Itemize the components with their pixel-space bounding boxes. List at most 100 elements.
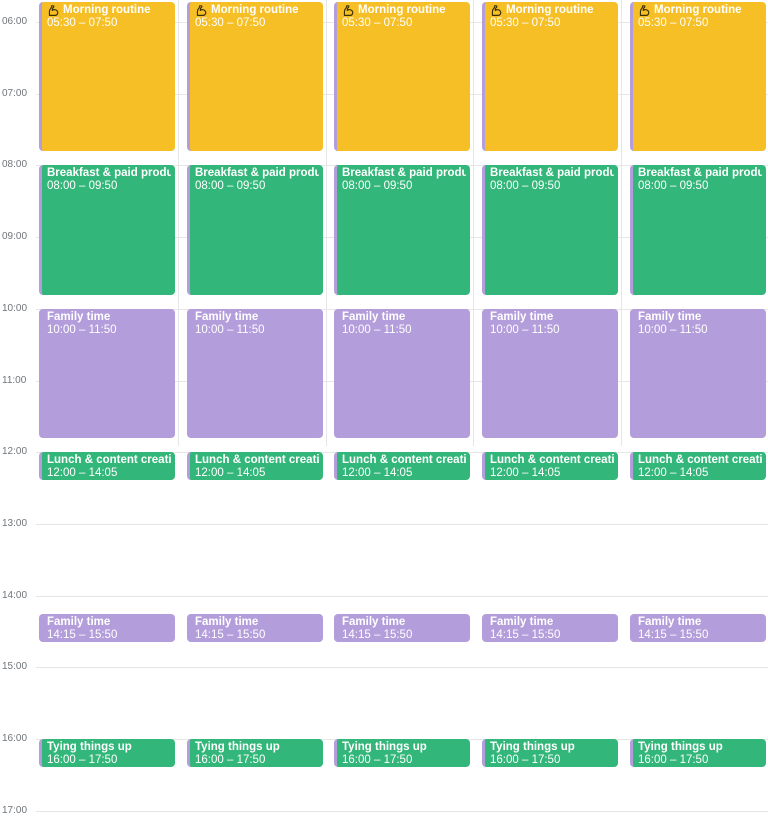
calendar-event[interactable]: Lunch & content creation12:00 – 14:05 [187,452,323,481]
event-title-text: Breakfast & paid products [638,167,762,180]
event-time-range: 05:30 – 07:50 [638,17,709,29]
event-time-range: 16:00 – 17:50 [490,754,561,766]
event-time-range: 14:15 – 15:50 [638,628,709,641]
flexed-arm-icon [343,5,354,16]
event-title: Morning routine [195,4,319,17]
event-time-range: 12:00 – 14:05 [490,467,561,480]
calendar-event[interactable]: Tying things up 16:00 – 17:50 [334,739,470,767]
day-column: Morning routine 05:30 – 07:50 Breakfast & … [630,0,766,767]
day-column: Morning routine 05:30 – 07:50 Breakfast & … [187,0,327,767]
event-title-text: Family time [342,310,406,323]
event-title-text: Breakfast & paid products [490,167,614,180]
calendar-event[interactable]: Morning routine 05:30 – 07:50 [334,2,470,152]
calendar-event[interactable]: Tying things up 16:00 – 17:50 [39,739,175,767]
hour-gridline [36,523,768,525]
hour-label: 14:00 [2,589,28,601]
event-time-range: 05:30 – 07:50 [342,17,413,29]
calendar-event[interactable]: Family time 10:00 – 11:50 [482,308,618,439]
event-title-text: Lunch & content creation [47,454,171,467]
event-title: Breakfast & paid products [638,167,762,180]
hour-label: 06:00 [2,16,28,27]
calendar-event[interactable]: Family time 14:15 – 15:50 [334,613,470,642]
calendar-event[interactable]: Morning routine 05:30 – 07:50 [187,2,323,152]
hour-gridline [36,595,768,597]
hour-label: 07:00 [2,87,28,99]
calendar-event[interactable]: Family time 10:00 – 11:50 [630,308,766,439]
calendar-event[interactable]: Breakfast & paid products08:00 – 09:50 [39,165,175,295]
calendar-event[interactable]: Breakfast & paid products08:00 – 09:50 [187,165,323,295]
event-title: Family time [47,311,171,324]
event-title-text: Morning routine [358,4,446,16]
event-time-range: 14:15 – 15:50 [195,628,266,641]
event-title: Tying things up [342,741,466,754]
event-title: Breakfast & paid products [342,167,466,180]
hour-label: 17:00 [2,804,28,816]
event-time-range: 08:00 – 09:50 [47,180,118,193]
event-time-range: 10:00 – 11:50 [342,323,412,336]
event-title: Family time [47,616,171,629]
event-time-range: 08:00 – 09:50 [342,180,413,193]
event-title: Lunch & content creation [638,454,762,467]
event-title-text: Lunch & content creation [195,454,319,467]
event-title: Family time [342,616,466,629]
event-title: Morning routine [342,4,466,17]
calendar-event[interactable]: Breakfast & paid products08:00 – 09:50 [334,165,470,295]
calendar-event[interactable]: Tying things up 16:00 – 17:50 [482,739,618,767]
calendar-event[interactable]: Tying things up 16:00 – 17:50 [630,739,766,767]
calendar-event[interactable]: Morning routine 05:30 – 07:50 [39,2,175,152]
event-time-range: 12:00 – 14:05 [195,467,266,480]
calendar-event[interactable]: Lunch & content creation12:00 – 14:05 [334,452,470,481]
event-time-range: 14:15 – 15:50 [342,628,413,641]
event-time-range: 10:00 – 11:50 [638,323,708,336]
calendar-event[interactable]: Breakfast & paid products08:00 – 09:50 [630,165,766,295]
event-title-text: Family time [638,310,702,323]
event-title-text: Tying things up [342,741,427,753]
event-time-range: 08:00 – 09:50 [638,180,709,193]
calendar-event[interactable]: Family time 10:00 – 11:50 [187,308,323,439]
calendar-event[interactable]: Morning routine 05:30 – 07:50 [630,2,766,152]
event-title: Family time [638,616,762,629]
event-time-range: 14:15 – 15:50 [47,628,118,641]
calendar-event[interactable]: Family time 14:15 – 15:50 [39,613,175,642]
hour-label: 13:00 [2,517,28,529]
event-title-text: Breakfast & paid products [47,167,171,180]
flexed-arm-icon [491,5,502,16]
event-title: Tying things up [638,741,762,754]
event-title: Family time [490,616,614,629]
calendar-event[interactable]: Morning routine 05:30 – 07:50 [482,2,618,152]
event-title: Lunch & content creation [195,454,319,467]
event-title-text: Tying things up [638,741,723,753]
hour-label: 15:00 [2,661,28,673]
calendar-event[interactable]: Lunch & content creation12:00 – 14:05 [39,452,175,481]
event-time-range: 10:00 – 11:50 [47,323,117,336]
event-title: Lunch & content creation [342,454,466,467]
calendar-event[interactable]: Family time 14:15 – 15:50 [630,613,766,642]
calendar-event[interactable]: Lunch & content creation12:00 – 14:05 [630,452,766,481]
calendar-event[interactable]: Family time 10:00 – 11:50 [39,308,175,439]
event-title-text: Breakfast & paid products [195,167,319,180]
event-title-text: Family time [490,310,554,323]
calendar-event[interactable]: Breakfast & paid products08:00 – 09:50 [482,165,618,295]
day-column: Morning routine 05:30 – 07:50 Breakfast & … [39,0,179,767]
event-title: Family time [638,311,762,324]
flexed-arm-icon [48,5,59,16]
event-title-text: Lunch & content creation [490,454,614,467]
event-title: Family time [195,616,319,629]
event-title: Breakfast & paid products [490,167,614,180]
hour-label: 11:00 [2,374,27,386]
calendar-event[interactable]: Tying things up 16:00 – 17:50 [187,739,323,767]
event-time-range: 16:00 – 17:50 [195,754,266,766]
event-time-range: 12:00 – 14:05 [47,467,118,480]
event-title-text: Family time [195,310,259,323]
hour-label: 08:00 [2,159,28,171]
event-title: Breakfast & paid products [195,167,319,180]
calendar-event[interactable]: Family time 10:00 – 11:50 [334,308,470,439]
event-time-range: 14:15 – 15:50 [490,628,561,641]
calendar-event[interactable]: Lunch & content creation12:00 – 14:05 [482,452,618,481]
event-title-text: Family time [47,615,111,628]
event-title: Morning routine [490,4,614,17]
calendar-event[interactable]: Family time 14:15 – 15:50 [482,613,618,642]
event-title-text: Morning routine [654,4,742,16]
calendar-event[interactable]: Family time 14:15 – 15:50 [187,613,323,642]
